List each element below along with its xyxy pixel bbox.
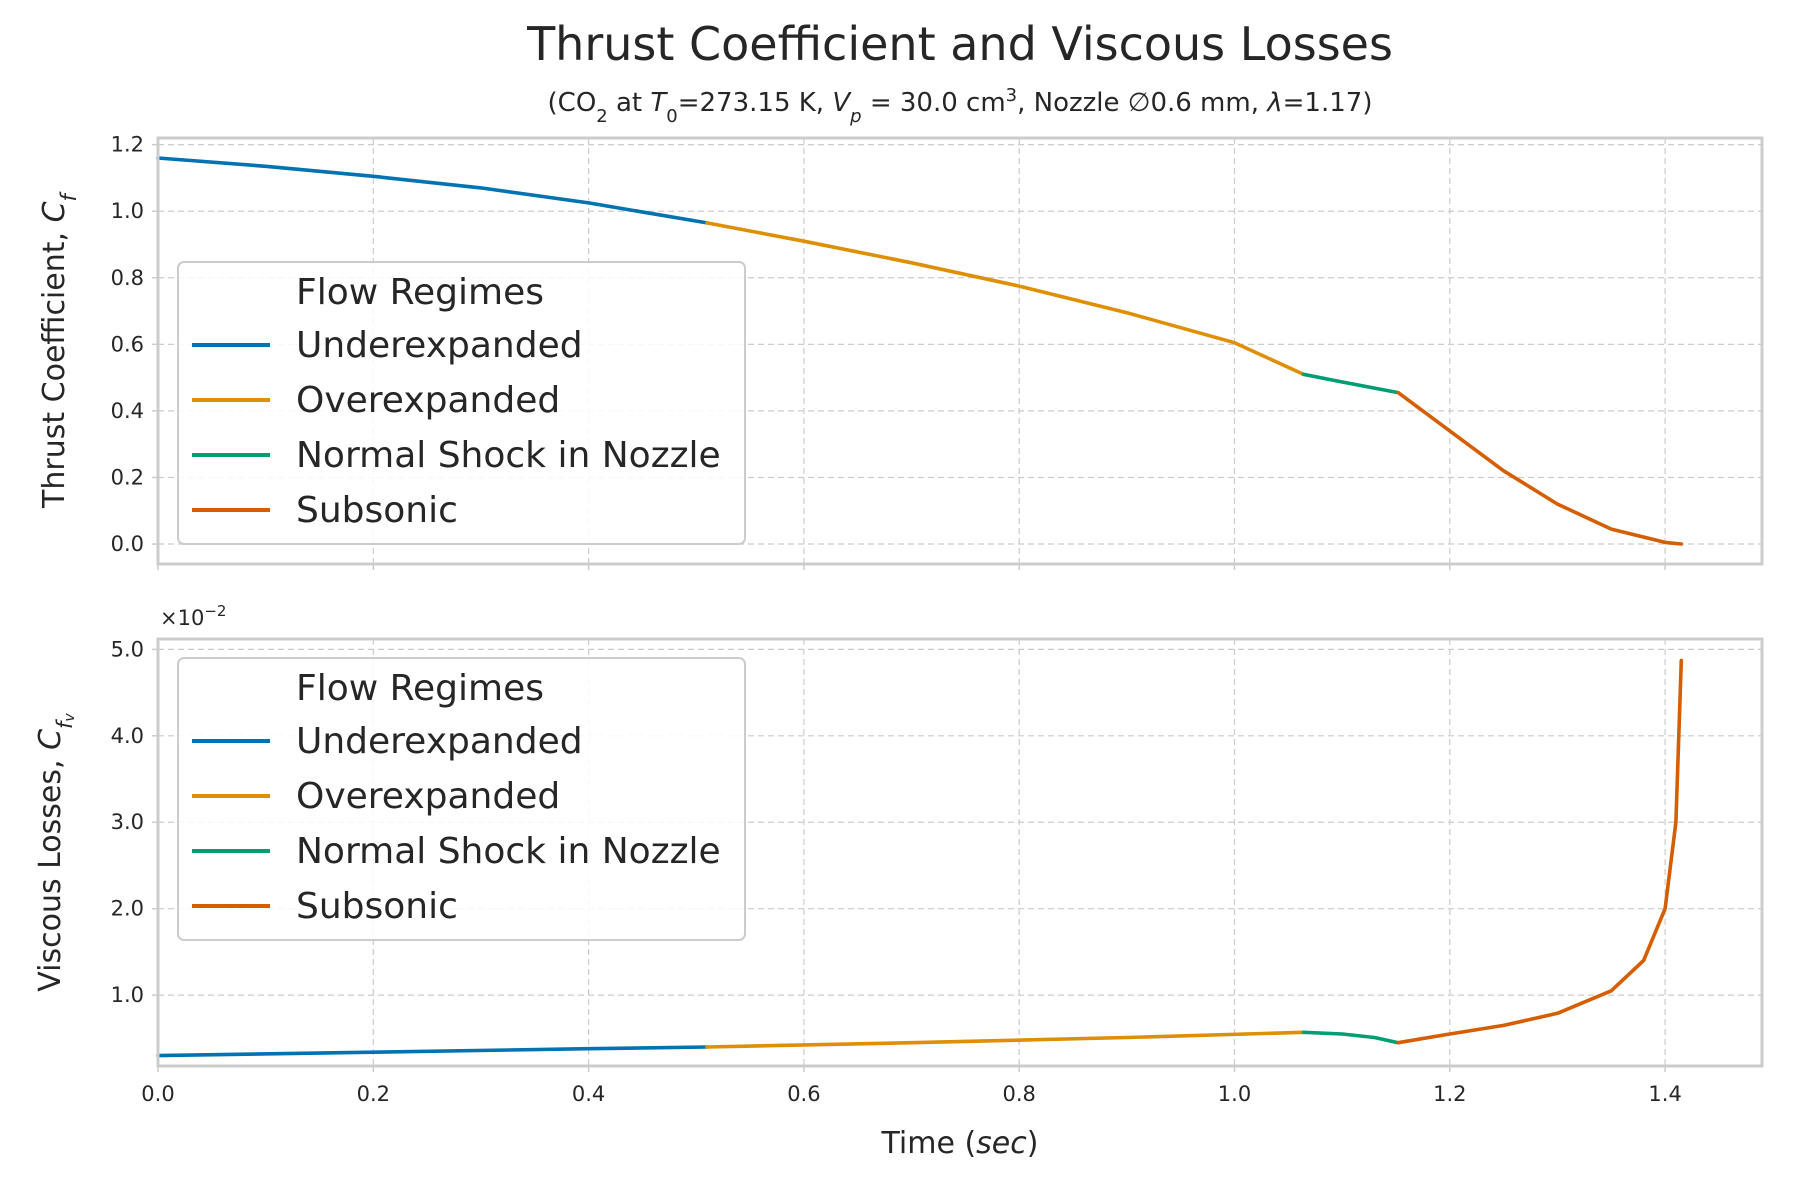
viscous-legend-label-subsonic: Subsonic: [296, 886, 458, 927]
viscous-losses-panel: 1.02.03.04.05.00.0 0.2 0.4 0.6 0.8 1.0 1.2 1.4 …: [33, 602, 1764, 1161]
viscous-y-tick-label: 5.0: [111, 637, 144, 661]
thrust-plot-frame: [156, 136, 1764, 566]
thrust-series-normal-shock-in-nozzle: [1301, 372, 1400, 395]
viscous-series-normal-shock-in-nozzle: [1301, 1030, 1400, 1045]
viscous-x-tick-label: 0.6: [787, 1082, 820, 1106]
viscous-legend-label-overexpanded: Overexpanded: [296, 776, 560, 817]
viscous-series-underexpanded: [156, 1045, 709, 1058]
viscous-x-tick-label: 1.2: [1433, 1082, 1466, 1106]
viscous-x-tick-label: 0.8: [1003, 1082, 1036, 1106]
viscous-series-subsonic: [1396, 658, 1684, 1045]
x-axis-label: Time (sec): [881, 1126, 1039, 1161]
viscous-x-tick-label: 1.4: [1648, 1082, 1681, 1106]
chart-subtitle: (CO2 at T0=273.15 K, Vp = 30.0 cm3, Nozz…: [548, 85, 1373, 127]
thrust-legend-label-underexpanded: Underexpanded: [296, 325, 583, 366]
viscous-x-tick-label: 0.0: [141, 1082, 174, 1106]
viscous-legend-title: Flow Regimes: [296, 668, 544, 709]
viscous-y-tick-label: 1.0: [111, 983, 144, 1007]
viscous-legend-label-normal-shock-in-nozzle: Normal Shock in Nozzle: [296, 831, 721, 872]
chart-title: Thrust Coefficient and Viscous Losses: [526, 17, 1393, 71]
viscous-y-offset-label: ×10−2: [160, 602, 226, 630]
viscous-x-tick-label: 0.2: [357, 1082, 390, 1106]
thrust-y-tick-label: 0.6: [111, 332, 144, 356]
thrust-y-axis-label: Thrust Coefficient, Cf: [37, 190, 81, 508]
thrust-legend-label-normal-shock-in-nozzle: Normal Shock in Nozzle: [296, 435, 721, 476]
viscous-plot-frame: [156, 637, 1764, 1068]
thrust-legend-box: [177, 261, 746, 545]
thrust-legend-label-overexpanded: Overexpanded: [296, 380, 560, 421]
thrust-y-tick-label: 0.8: [111, 266, 144, 290]
thrust-y-tick-label: 1.2: [111, 133, 144, 157]
thrust-series-subsonic: [1396, 390, 1684, 546]
viscous-x-tick-label: 1.0: [1218, 1082, 1251, 1106]
viscous-y-tick-label: 2.0: [111, 897, 144, 921]
thrust-y-tick-label: 0.2: [111, 465, 144, 489]
thrust-coefficient-panel: 0.0 0.2 0.4 0.6 0.8 1.0 1.2 Thrust Coefficient…: [37, 133, 1764, 570]
viscous-legend-box: [177, 657, 746, 941]
viscous-legend-label-underexpanded: Underexpanded: [296, 721, 583, 762]
thrust-series-underexpanded: [156, 156, 709, 225]
viscous-x-tick-label: 0.4: [572, 1082, 605, 1106]
viscous-y-tick-label: 3.0: [111, 810, 144, 834]
thrust-legend-label-subsonic: Subsonic: [296, 490, 458, 531]
thrust-legend-title: Flow Regimes: [296, 272, 544, 313]
viscous-series-overexpanded: [705, 1030, 1306, 1049]
thrust-y-tick-label: 0.0: [111, 532, 144, 556]
viscous-y-axis-label: Viscous Losses, Cfv: [33, 713, 78, 992]
thrust-y-tick-label: 0.4: [111, 399, 144, 423]
thrust-series-overexpanded: [705, 221, 1306, 377]
thrust-y-tick-label: 1.0: [111, 199, 144, 223]
viscous-y-tick-label: 4.0: [111, 724, 144, 748]
